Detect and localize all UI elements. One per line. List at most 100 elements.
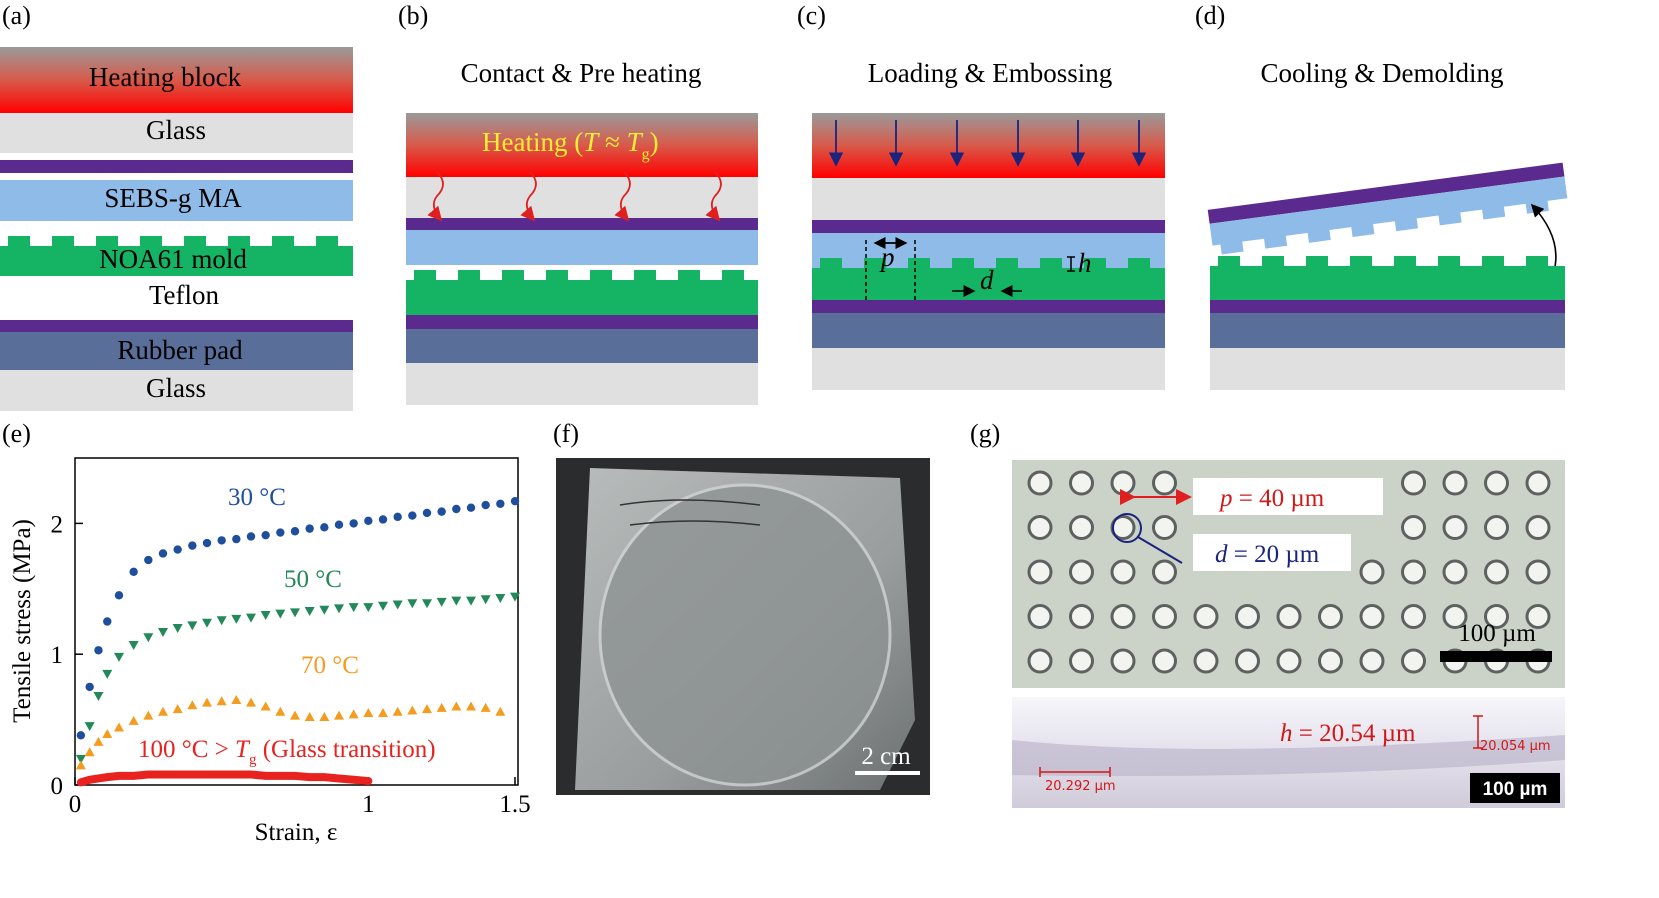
- panel-label: (g): [970, 419, 1000, 448]
- data-point: [451, 596, 462, 606]
- data-point: [348, 709, 359, 719]
- data-point: [143, 710, 154, 720]
- rubber-pad: [1210, 313, 1565, 348]
- data-point: [246, 613, 256, 623]
- hole: [1069, 515, 1094, 540]
- data-point: [393, 512, 402, 522]
- hole: [1152, 559, 1177, 585]
- data-point: [85, 682, 94, 692]
- hole: [1193, 648, 1219, 674]
- annotation-part: (Glass transition): [256, 736, 435, 763]
- data-point: [304, 711, 315, 721]
- dimension-marks: [865, 237, 1075, 300]
- panel-title: Loading & Embossing: [868, 58, 1113, 88]
- press-arrows: [828, 120, 1147, 167]
- rubber-pad: [406, 329, 758, 363]
- glass-layer: [0, 113, 353, 153]
- data-point: [128, 715, 139, 725]
- data-point: [480, 595, 491, 605]
- data-point: [290, 608, 300, 618]
- mold-shape: [812, 258, 1165, 300]
- data-point: [392, 600, 403, 610]
- hole: [1442, 604, 1468, 629]
- film-disk: [598, 483, 892, 787]
- hole: [1152, 515, 1177, 540]
- data-point: [216, 616, 227, 626]
- data-point: [378, 515, 388, 524]
- hole: [1069, 604, 1094, 629]
- hole: [1110, 515, 1136, 540]
- panel-label: (c): [797, 1, 826, 30]
- glass-layer: [0, 370, 353, 411]
- data-point: [232, 534, 241, 544]
- data-point: [231, 694, 242, 704]
- mold-layer: [0, 236, 353, 276]
- plot-frame: [74, 457, 519, 786]
- panel-labels: (a) (b) (c) (d) (e) (f) (g): [2, 1, 1225, 448]
- hole: [1401, 604, 1426, 629]
- data-point: [422, 508, 432, 518]
- hole: [1276, 604, 1302, 629]
- x-tick-label: 1: [362, 791, 375, 818]
- heating-block: [0, 47, 353, 113]
- hole: [1069, 559, 1094, 585]
- data-point: [158, 627, 168, 637]
- panel-label: (d): [1195, 1, 1225, 30]
- layer-label: Teflon: [149, 280, 220, 310]
- data-point: [202, 538, 212, 548]
- data-point: [84, 747, 95, 757]
- hole: [1525, 470, 1551, 496]
- cross-section: [1012, 735, 1565, 776]
- glass-layer: [406, 177, 758, 218]
- hole: [1110, 470, 1136, 496]
- data-point: [260, 701, 271, 711]
- hole: [1152, 470, 1177, 496]
- panel-c: Loading & Embossing p d h: [812, 58, 1165, 390]
- film-layer: [0, 320, 353, 332]
- data-point: [378, 601, 388, 611]
- hole: [1235, 604, 1260, 629]
- data-point: [334, 710, 344, 720]
- data-point: [102, 669, 113, 679]
- hole: [1193, 604, 1219, 629]
- data-point: [466, 503, 476, 512]
- film-layer: [0, 160, 353, 173]
- hole: [1276, 648, 1302, 674]
- data-point: [349, 519, 358, 528]
- data-point: [481, 500, 490, 510]
- data-point: [128, 641, 139, 651]
- data-point: [495, 593, 506, 603]
- data-point: [187, 621, 198, 631]
- glass-layer: [812, 178, 1165, 220]
- layer-label: Rubber pad: [117, 335, 243, 365]
- glass-layer: [1210, 348, 1565, 390]
- hole: [1069, 648, 1094, 674]
- data-point: [231, 614, 242, 624]
- data-point: [172, 704, 183, 714]
- series-label: 70 °C: [301, 652, 359, 679]
- hole: [1525, 604, 1551, 629]
- heating-block: [406, 113, 758, 177]
- hole: [1235, 648, 1260, 674]
- mold-layer: [812, 258, 1165, 300]
- scale-bar-label: 100 µm: [1483, 779, 1548, 800]
- heating-block: [812, 113, 1165, 178]
- mold-shape: [1210, 256, 1565, 300]
- sebs-layer: [0, 180, 353, 221]
- data-point: [188, 541, 197, 550]
- annotation: 100 °C > Tg (Glass transition): [138, 736, 436, 768]
- data-point: [246, 697, 256, 707]
- demolded-film: [1207, 162, 1568, 255]
- panel-label: (e): [2, 419, 31, 448]
- film-layer: [812, 300, 1165, 313]
- diameter-label: d = 20 µm: [1215, 541, 1320, 568]
- hole: [1027, 648, 1053, 674]
- scale-bar-label: 100 µm: [1458, 620, 1536, 647]
- hole: [1069, 470, 1094, 496]
- hole: [1401, 648, 1426, 674]
- panel-label: (b): [398, 1, 428, 30]
- hole: [1318, 648, 1343, 674]
- data-point: [275, 706, 286, 716]
- pitch-label: p = 40 µm: [1218, 485, 1325, 512]
- panel-label: (f): [553, 419, 579, 448]
